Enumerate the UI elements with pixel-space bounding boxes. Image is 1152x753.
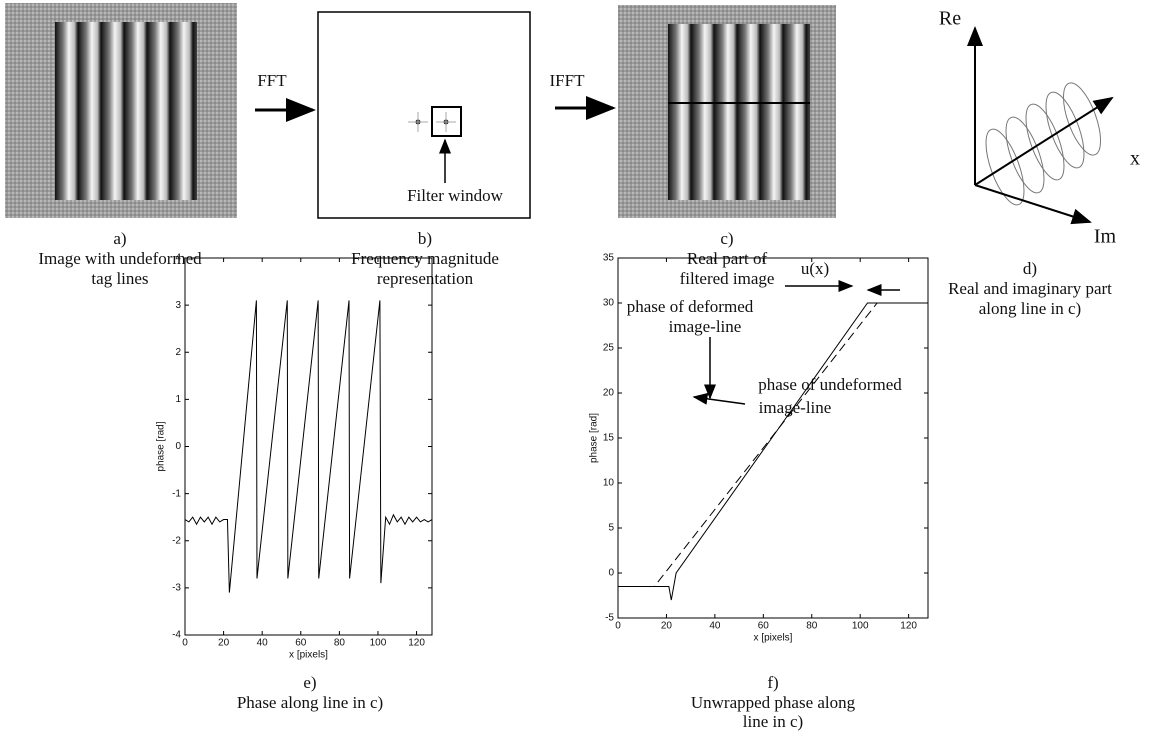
y-tick-label: 4 xyxy=(175,253,181,264)
x-tick-label: 80 xyxy=(334,638,346,649)
axis-label: Re xyxy=(939,8,961,30)
x-tick-label: 40 xyxy=(257,638,269,649)
panel-label: d) xyxy=(1023,259,1037,278)
image-c xyxy=(618,5,836,218)
arrow-label: IFFT xyxy=(550,71,586,90)
caption: Real and imaginary part xyxy=(948,279,1112,298)
image-a xyxy=(5,3,237,218)
x-tick-label: 120 xyxy=(900,621,917,632)
axis-label: Im xyxy=(1094,226,1117,248)
y-axis-label: phase [rad] xyxy=(156,421,167,471)
annotation: u(x) xyxy=(801,259,829,278)
plot-frame xyxy=(184,257,433,636)
x-tick-label: 0 xyxy=(182,638,188,649)
y-tick-label: 30 xyxy=(603,298,615,309)
data-line xyxy=(184,300,433,593)
y-tick-label: -1 xyxy=(172,488,181,499)
x-tick-label: 100 xyxy=(852,621,869,632)
data-line xyxy=(618,302,928,601)
caption: representation xyxy=(377,269,474,288)
arrow xyxy=(692,392,746,405)
spectrum-b xyxy=(317,11,531,219)
caption: tag lines xyxy=(91,269,148,288)
y-tick-label: -2 xyxy=(172,535,181,546)
x-tick-label: 100 xyxy=(370,638,387,649)
caption: filtered image xyxy=(680,269,775,288)
y-tick-label: 5 xyxy=(608,523,614,534)
y-tick-label: 1 xyxy=(175,394,181,405)
panel-label: f) xyxy=(767,673,778,692)
x-tick-label: 0 xyxy=(615,621,621,632)
x-tick-label: 60 xyxy=(295,638,307,649)
y-tick-label: 2 xyxy=(175,347,181,358)
x-axis-label: x [pixels] xyxy=(289,650,328,661)
y-tick-label: 3 xyxy=(175,300,181,311)
x-tick-label: 40 xyxy=(709,621,721,632)
y-tick-label: 10 xyxy=(603,478,615,489)
helix-d xyxy=(967,26,1114,225)
data-line xyxy=(618,302,928,587)
y-tick-label: 0 xyxy=(608,568,614,579)
panel-label: b) xyxy=(418,229,432,248)
annotation: image-line xyxy=(759,398,832,417)
caption: Phase along line in c) xyxy=(237,693,383,712)
y-tick-label: -4 xyxy=(172,630,181,641)
y-axis-label: phase [rad] xyxy=(589,413,600,463)
y-tick-label: 15 xyxy=(603,433,615,444)
y-tick-label: -3 xyxy=(172,583,181,594)
y-tick-label: -5 xyxy=(605,613,614,624)
x-tick-label: 120 xyxy=(408,638,425,649)
x-tick-label: 20 xyxy=(661,621,673,632)
caption: Unwrapped phase along xyxy=(691,693,856,712)
x-tick-label: 60 xyxy=(758,621,770,632)
annotation: phase of undeformed xyxy=(758,375,902,394)
y-tick-label: 20 xyxy=(603,388,615,399)
annotation: image-line xyxy=(669,317,742,336)
x-tick-label: 80 xyxy=(806,621,818,632)
panel-label: a) xyxy=(113,229,126,248)
arrow-label: FFT xyxy=(257,71,287,90)
x-axis-label: x [pixels] xyxy=(754,633,793,644)
annotation: Filter window xyxy=(407,186,504,205)
axis-label: x xyxy=(1130,148,1140,170)
caption: along line in c) xyxy=(979,299,1081,318)
y-tick-label: 25 xyxy=(603,343,615,354)
x-tick-label: 20 xyxy=(218,638,230,649)
caption: line in c) xyxy=(743,712,803,731)
panel-label: c) xyxy=(720,229,733,248)
caption: Image with undeformed xyxy=(38,249,202,268)
y-tick-label: 35 xyxy=(603,253,615,264)
y-tick-label: 0 xyxy=(175,441,181,452)
panel-label: e) xyxy=(303,673,316,692)
annotation: phase of deformed xyxy=(627,297,754,316)
